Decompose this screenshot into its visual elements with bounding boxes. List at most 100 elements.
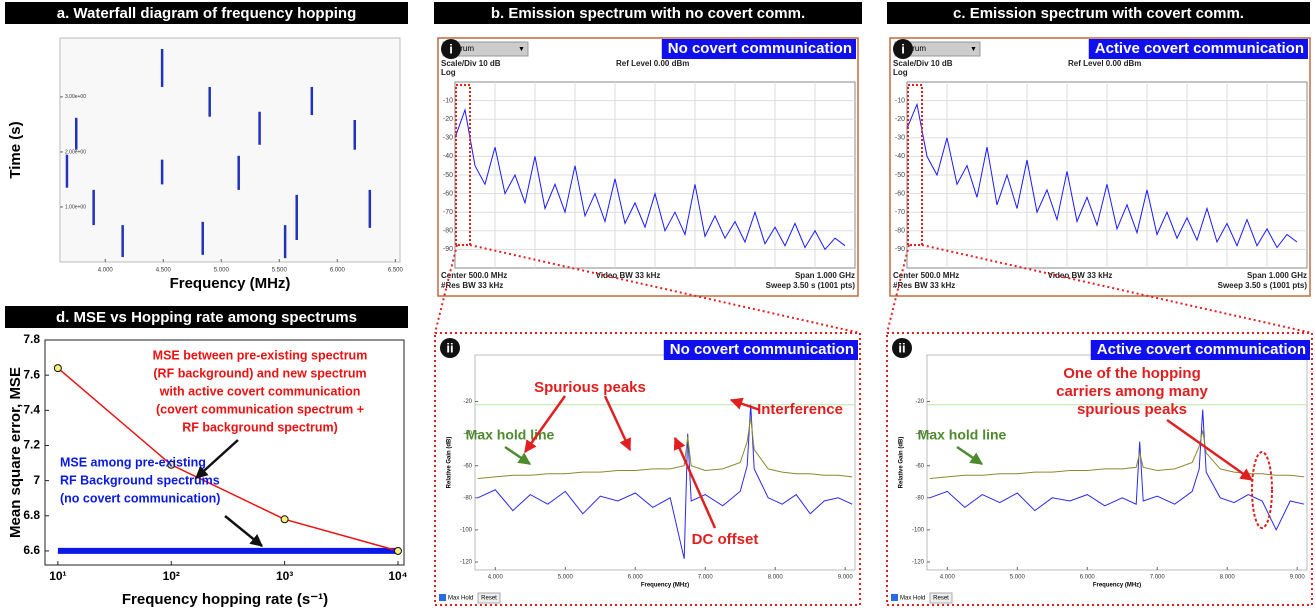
screen-label: #Res BW 33 kHz (893, 281, 955, 290)
y-tick-label: -40 (915, 431, 924, 437)
marker-label: ii (898, 340, 905, 355)
checkbox[interactable] (439, 594, 446, 601)
y-tick-label: 3.00e+00 (65, 94, 86, 100)
checkbox[interactable] (891, 594, 898, 601)
screen-label: Scale/Div 10 dB (893, 59, 953, 68)
zoom-region (907, 84, 923, 246)
annotation: (no covert communication) (60, 491, 220, 505)
x-axis-label: Frequency hopping rate (s⁻¹) (122, 591, 328, 608)
x-tick-label: 5.000 (214, 268, 230, 274)
badge (661, 39, 856, 59)
annotation-arrow (956, 445, 984, 466)
checkbox-label: Max Hold (448, 596, 473, 602)
y-axis-label: Time (s) (7, 121, 24, 178)
annotation: Interference (757, 401, 843, 418)
y-tick-label: 6.6 (23, 543, 40, 557)
x-tick-label: 6.000 (628, 575, 644, 581)
y-tick-label: 1.00e+00 (65, 204, 86, 210)
y-tick-label: -40 (895, 153, 905, 160)
x-tick-label: 7.000 (1150, 575, 1166, 581)
x-tick-label: 4.000 (98, 268, 114, 274)
x-axis-label: Frequency (MHz) (170, 275, 291, 292)
y-tick-label: -100 (460, 527, 473, 533)
menu-arrow: ▼ (970, 46, 977, 53)
y-tick-label: -80 (915, 495, 924, 501)
y-tick-label: -120 (460, 560, 473, 566)
annotation: (covert communication spectrum + (156, 402, 364, 416)
badge (1090, 340, 1310, 360)
annotation: (RF background) and new spectrum (153, 366, 366, 380)
annotation: MSE among pre-existing (60, 455, 206, 469)
screen-label: Log (441, 68, 456, 77)
x-tick-label: 6.500 (388, 268, 404, 274)
screen-label: Sweep 3.50 s (1001 pts) (1218, 281, 1308, 290)
trace (477, 417, 853, 479)
data-point (393, 546, 402, 555)
y-tick-label: -10 (443, 97, 453, 104)
zoom-connector (886, 244, 910, 334)
x-tick-label: 10² (163, 569, 180, 583)
reset-button[interactable] (929, 592, 953, 604)
x-axis-label: Frequency (MHz) (641, 583, 689, 589)
y-tick-label: -60 (915, 463, 924, 469)
x-tick-label: 8.000 (1220, 575, 1236, 581)
menu-text: trum (458, 44, 474, 53)
y-axis-label: Relative Gain (dB) (899, 437, 905, 489)
panel-header (5, 2, 408, 24)
y-tick-label: -60 (443, 190, 453, 197)
reset-button[interactable] (477, 592, 501, 604)
x-tick-label: 7.000 (698, 575, 714, 581)
screen-label: Center 500.0 MHz (893, 271, 959, 280)
x-tick-label: 5.000 (1010, 575, 1026, 581)
y-tick-label: -100 (912, 527, 925, 533)
annotation: One of the hopping (1063, 365, 1200, 382)
data-point (167, 460, 176, 469)
y-tick-label: 7.4 (23, 402, 40, 416)
annotation: RF background spectrum) (182, 420, 338, 434)
menu-text: trum (910, 44, 926, 53)
spectrum-line (454, 107, 846, 251)
annotation: MSE between pre-existing spectrum (153, 348, 368, 362)
screen-label: #Res BW 33 kHz (441, 281, 503, 290)
marker-icon (440, 338, 460, 358)
plot-area (926, 354, 1308, 571)
panel-header (5, 306, 408, 328)
badge-text: No covert communication (670, 341, 854, 358)
annotation-arrow (195, 439, 239, 479)
y-tick-label: -30 (443, 135, 453, 142)
screen-label: Center 500.0 MHz (441, 271, 507, 280)
marker-icon (893, 39, 913, 59)
y-tick-label: -60 (895, 190, 905, 197)
panel-header (434, 2, 862, 24)
plot-area (474, 354, 856, 571)
series-line (57, 367, 399, 552)
panel-header (887, 2, 1310, 24)
zoom-connector (921, 244, 1313, 334)
x-tick-label: 4.000 (940, 575, 956, 581)
reset-label: Reset (481, 596, 497, 602)
y-tick-label: 7.6 (23, 367, 40, 381)
y-tick-label: 7.8 (23, 332, 40, 346)
annotation: carriers among many (1056, 383, 1208, 400)
x-tick-label: 4.000 (488, 575, 504, 581)
x-tick-label: 5.000 (558, 575, 574, 581)
annotation: Max hold line (918, 427, 1007, 443)
screen-label: Scale/Div 10 dB (441, 59, 501, 68)
panel-title: b. Emission spectrum with no covert comm… (491, 5, 805, 22)
marker-icon (441, 39, 461, 59)
data-point (280, 515, 289, 524)
annotation-arrow (504, 445, 532, 466)
x-axis-label: Frequency (MHz) (1093, 583, 1141, 589)
y-tick-label: -30 (895, 135, 905, 142)
y-tick-label: -20 (443, 116, 453, 123)
annotation: Spurious peaks (534, 379, 646, 396)
zoom-connector (434, 244, 458, 334)
trace (477, 404, 853, 559)
annotation: DC offset (692, 531, 759, 548)
x-tick-label: 6.000 (1080, 575, 1096, 581)
marker-label: i (901, 41, 905, 56)
x-tick-label: 10⁴ (388, 569, 407, 583)
y-tick-label: -20 (915, 399, 924, 405)
